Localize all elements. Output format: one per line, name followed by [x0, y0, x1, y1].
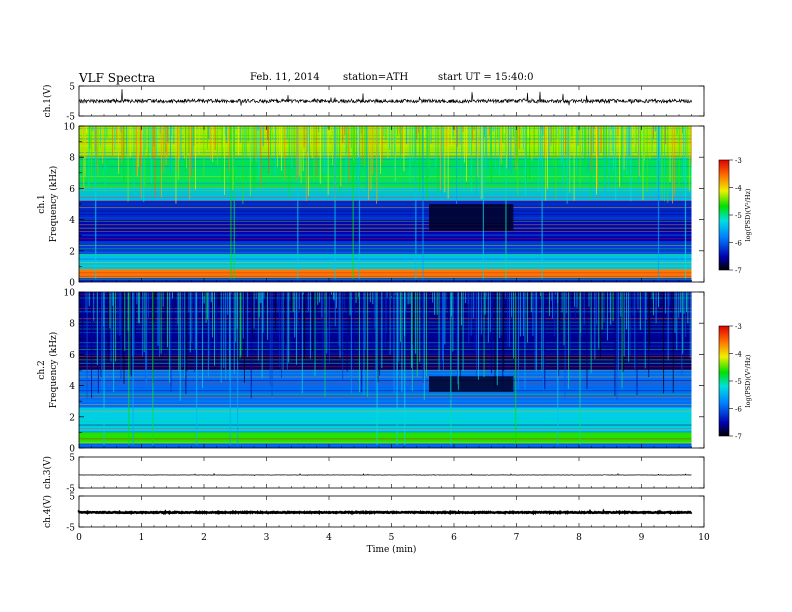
ch2-spec-colorbar-tick-label: -6	[735, 406, 742, 414]
ch1-spec-band-5	[79, 200, 692, 220]
x-tick-label: 10	[698, 533, 710, 543]
ch1-y-tick-label: -5	[66, 113, 75, 123]
ch1-waveform	[78, 89, 692, 106]
ch3-trace	[78, 472, 692, 477]
date-label: Feb. 11, 2014	[250, 72, 320, 83]
x-tick-label: 5	[389, 533, 395, 543]
ch1-y-tick-label: 5	[69, 83, 75, 93]
x-tick-label: 1	[139, 533, 145, 543]
ch4-waveform	[77, 508, 693, 516]
axes-layer: 5-5ch.1(V)-3-4-5-6-7log(PSD)(V²/Hz)02468…	[37, 83, 752, 556]
ch2-spec-colorbar-label: log(PSD)(V²/Hz)	[744, 354, 752, 407]
x-tick-label: 0	[76, 533, 82, 543]
ch2-spec-band-1	[79, 432, 692, 444]
ch1-spec-y-tick-label: 0	[69, 279, 75, 289]
ch1-spec-y-tick-label: 6	[69, 185, 75, 195]
ch2-spec-colorbar-tick-label: -4	[735, 351, 742, 359]
x-tick-label: 3	[264, 533, 270, 543]
ch1-spec-spectrogram	[78, 126, 692, 282]
ch2-spec-colorbar-tick-label: -3	[735, 323, 742, 331]
ch2-spec-y-tick-label: 4	[69, 382, 75, 392]
ch3-y-tick-label: -5	[66, 485, 75, 495]
ch1-spec-y-tick-label: 2	[69, 247, 75, 257]
ch2-spec-colorbar	[718, 325, 730, 437]
ch1-spec-y-label: ch.1	[37, 194, 47, 213]
ch1-spec-colorbar-tick-label: -6	[735, 240, 742, 248]
ch2-spec-colorbar-tick-label: -5	[735, 378, 742, 386]
ch1-trace	[78, 89, 692, 106]
ch2-spec-y-tick-label: 2	[69, 413, 75, 423]
ch1-spec-band-3	[79, 241, 692, 254]
ch1-spec-band-2	[79, 253, 692, 270]
ch1-spec-y-tick-label: 4	[69, 216, 75, 226]
start-time-label: start UT = 15:40:0	[438, 72, 534, 83]
ch2-spec-spectrogram	[78, 292, 692, 448]
ch1-spec-y-tick-label: 8	[69, 154, 75, 164]
ch3-y-tick-label: 5	[69, 454, 75, 464]
ch4-y-tick-label: 5	[69, 493, 75, 503]
ch3-waveform	[78, 472, 692, 477]
ch2-spec-band-4	[79, 354, 692, 370]
ch1-spec-colorbar-tick-label: -5	[735, 212, 742, 220]
station-label: station=ATH	[343, 72, 409, 83]
ch1-spec-colorbar-tick-label: -4	[735, 185, 742, 193]
ch2-spec-y-tick-label: 10	[64, 289, 76, 299]
ch3-y-label: ch.3(V)	[42, 456, 53, 489]
ch2-spec-y-tick-label: 6	[69, 351, 75, 361]
ch1-spec-band-1	[79, 269, 692, 279]
data-layer	[77, 89, 693, 516]
x-tick-label: 9	[639, 533, 645, 543]
x-tick-label: 8	[576, 533, 582, 543]
ch2-spec-y-tick-label: 0	[69, 445, 75, 455]
ch2-spec-colorbar-tick-label: -7	[735, 433, 742, 441]
x-tick-label: 4	[326, 533, 332, 543]
ch1-spec-colorbar-tick-label: -3	[735, 157, 742, 165]
x-axis-label: Time (min)	[367, 544, 417, 555]
ch4-y-tick-label: -5	[66, 524, 75, 534]
ch1-spec-colorbar-label: log(PSD)(V²/Hz)	[744, 188, 752, 241]
ch1-spec-y-tick-label: 10	[64, 123, 76, 133]
ch2-spec-y-tick-label: 8	[69, 320, 75, 330]
ch1-spec-colorbar	[718, 159, 730, 271]
ch3-frame	[78, 456, 705, 489]
ch2-spec-y-label: Frequency (kHz)	[48, 332, 59, 409]
x-tick-label: 6	[451, 533, 457, 543]
ch1-spec-colorbar-tick-label: -7	[735, 267, 742, 275]
x-tick-label: 7	[514, 533, 520, 543]
ch4-trace	[77, 508, 693, 516]
ch2-spec-dark-interval-0	[429, 376, 514, 392]
figure-title: VLF Spectra	[79, 71, 156, 85]
ch2-spec-y-label: ch.2	[37, 360, 47, 379]
ch4-y-label: ch.4(V)	[42, 495, 53, 528]
x-tick-label: 2	[201, 533, 207, 543]
ch1-y-label: ch.1(V)	[42, 85, 53, 118]
ch1-spec-y-label: Frequency (kHz)	[48, 166, 59, 243]
ch1-spec-dark-interval-0	[429, 204, 514, 231]
